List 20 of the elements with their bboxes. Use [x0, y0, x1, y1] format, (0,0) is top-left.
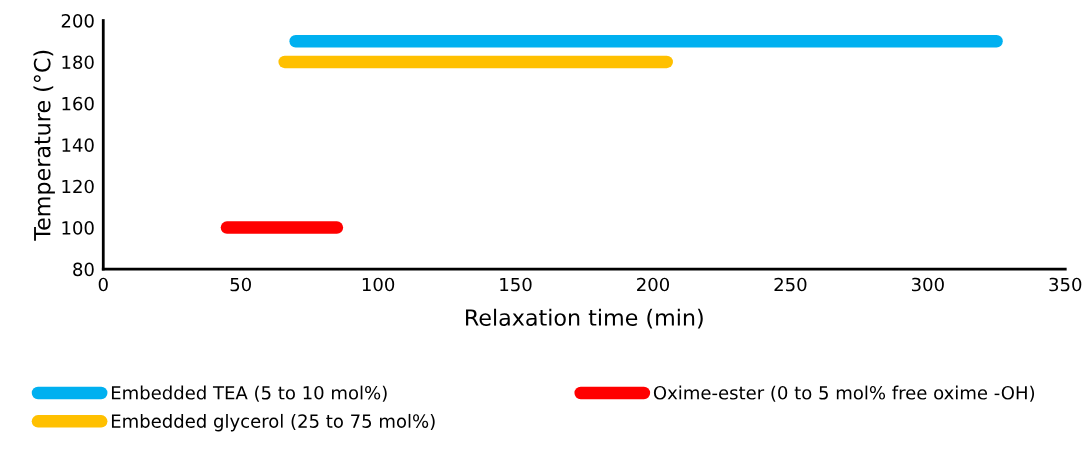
x-tick-label: 150: [500, 277, 532, 292]
legend-label: Embedded TEA (5 to 10 mol%): [111, 385, 387, 402]
x-tick-label: 0: [98, 277, 108, 292]
y-tick-label: 140: [62, 138, 94, 152]
legend-label: Embedded glycerol (25 to 75 mol%): [111, 413, 435, 432]
x-axis-title: Relaxation time (min): [466, 308, 703, 329]
y-tick-label: 80: [73, 262, 94, 277]
x-tick-label: 50: [230, 277, 251, 292]
y-tick-label: 100: [62, 221, 94, 235]
y-tick-label: 200: [61, 13, 94, 28]
x-tick-label: 300: [911, 277, 944, 292]
y-tick-label: 120: [62, 179, 94, 194]
x-tick-label: 250: [774, 277, 807, 292]
y-axis-title: Temperature (°C): [33, 50, 55, 241]
legend-label: Oxime-ester (0 to 5 mol% free oxime -OH): [653, 385, 1035, 402]
y-tick-label: 160: [62, 96, 94, 111]
x-tick-label: 100: [362, 277, 395, 292]
y-tick-label: 180: [62, 55, 94, 70]
x-tick-label: 350: [1049, 277, 1082, 292]
x-tick-label: 200: [637, 277, 670, 292]
